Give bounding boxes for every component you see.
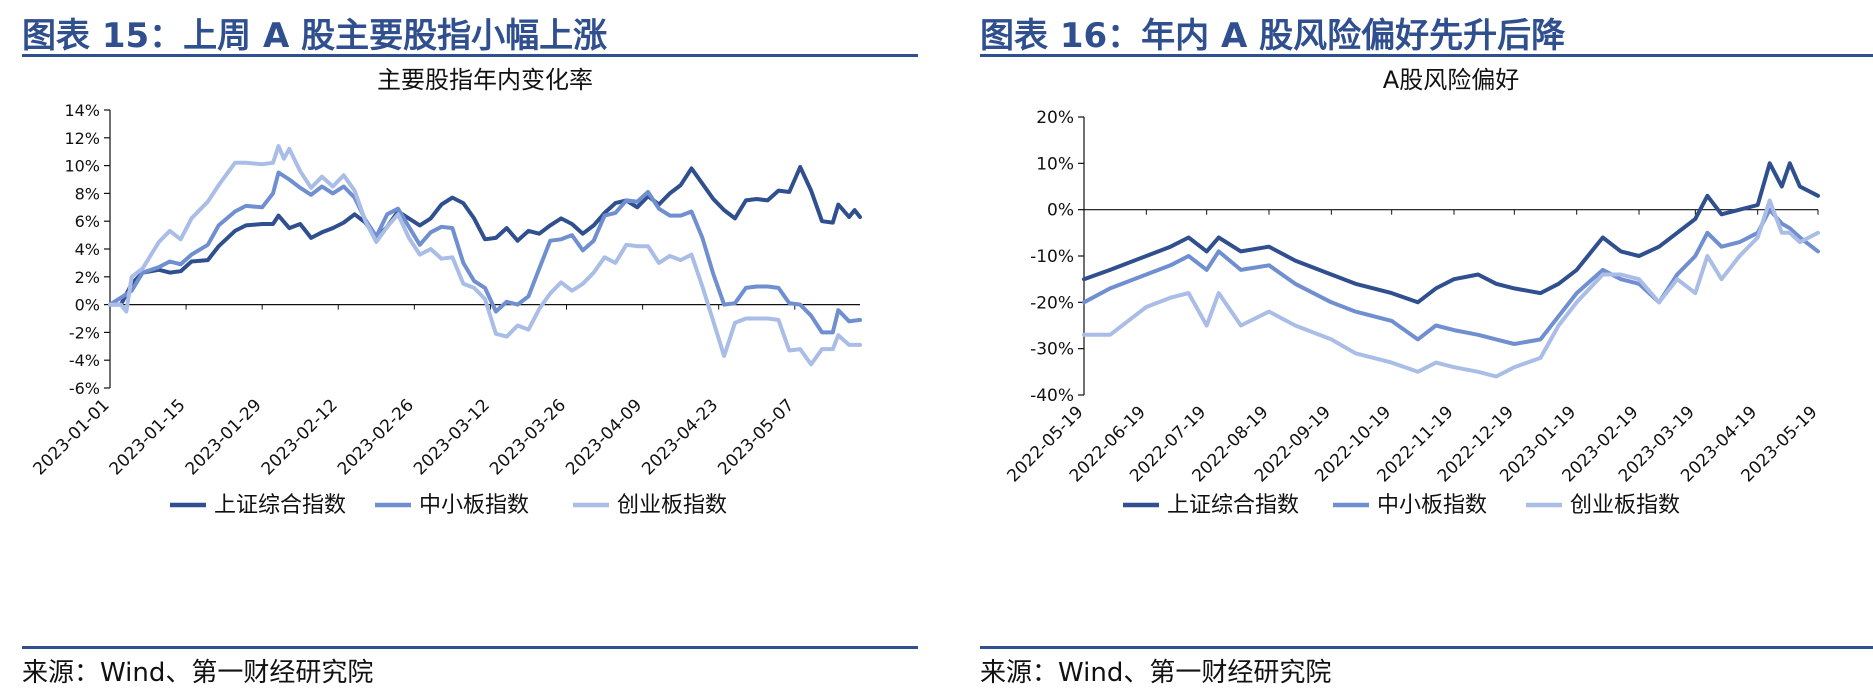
y-tick-label: -20% bbox=[1030, 293, 1074, 313]
y-tick-label: 2% bbox=[75, 268, 100, 287]
left-top-rule bbox=[22, 54, 918, 57]
legend-label: 上证综合指数 bbox=[1167, 493, 1299, 518]
y-tick-label: -4% bbox=[69, 351, 100, 370]
x-tick-label: 2023-04-23 bbox=[638, 395, 722, 479]
right-line-chart: A股风险偏好20%10%0%-10%-20%-30%-40%2022-05-19… bbox=[1004, 66, 1822, 518]
y-tick-label: -40% bbox=[1030, 386, 1074, 406]
right-source-note: 来源：Wind、第一财经研究院 bbox=[980, 658, 1332, 688]
right-figure-panel: 图表 16：年内 A 股风险偏好先升后降 A股风险偏好 20% 10% 0% -10% -… bbox=[958, 0, 1873, 688]
y-tick-label: 6% bbox=[75, 212, 100, 231]
legend-label: 上证综合指数 bbox=[214, 493, 346, 518]
left-line-chart: 主要股指年内变化率14%12%10%8%6%4%2%0%-2%-4%-6%202… bbox=[30, 66, 862, 518]
left-figure-panel: 图表 15：上周 A 股主要股指小幅上涨 主要股指年内变化率 14% 12% 10% 8… bbox=[0, 0, 918, 688]
y-tick-label: 12% bbox=[64, 129, 100, 148]
legend-item-2: 中小板指数 bbox=[375, 493, 529, 518]
y-tick-label: -30% bbox=[1030, 340, 1074, 360]
legend-label: 创业板指数 bbox=[1570, 493, 1680, 518]
right-bottom-rule bbox=[980, 646, 1873, 649]
legend-label: 创业板指数 bbox=[617, 493, 727, 518]
x-tick-label: 2023-02-12 bbox=[258, 395, 342, 479]
y-tick-label: 0% bbox=[75, 296, 100, 315]
left-figure-heading: 图表 15：上周 A 股主要股指小幅上涨 bbox=[22, 16, 608, 56]
y-tick-label: 20% bbox=[1036, 108, 1074, 128]
y-tick-label: 8% bbox=[75, 184, 100, 203]
legend-label: 中小板指数 bbox=[1377, 493, 1487, 518]
x-tick-label: 2023-01-15 bbox=[106, 395, 190, 479]
y-tick-label: -10% bbox=[1030, 247, 1074, 267]
left-source-note: 来源：Wind、第一财经研究院 bbox=[22, 658, 374, 688]
legend-item-3: 创业板指数 bbox=[573, 493, 727, 518]
series-line-3 bbox=[1082, 198, 1820, 379]
series-line-1 bbox=[1082, 161, 1820, 305]
y-tick-label: 4% bbox=[75, 240, 100, 259]
y-tick-label: -6% bbox=[69, 379, 100, 398]
left-bottom-rule bbox=[22, 646, 918, 649]
x-tick-label: 2023-03-12 bbox=[410, 395, 494, 479]
series-line-3 bbox=[108, 144, 862, 367]
legend-item-1: 上证综合指数 bbox=[1123, 493, 1299, 518]
y-tick-label: 10% bbox=[1036, 154, 1074, 174]
legend-item-1: 上证综合指数 bbox=[170, 493, 346, 518]
x-tick-label: 2023-01-01 bbox=[30, 395, 114, 479]
series-line-2 bbox=[1082, 207, 1820, 346]
legend-item-2: 中小板指数 bbox=[1333, 493, 1487, 518]
chart-title: A股风险偏好 bbox=[1383, 66, 1519, 94]
y-tick-label: 10% bbox=[64, 157, 100, 176]
series-line-2 bbox=[108, 170, 862, 335]
y-tick-label: 14% bbox=[64, 101, 100, 120]
right-figure-heading: 图表 16：年内 A 股风险偏好先升后降 bbox=[980, 16, 1566, 56]
right-top-rule bbox=[980, 54, 1873, 57]
legend-label: 中小板指数 bbox=[419, 493, 529, 518]
legend-item-3: 创业板指数 bbox=[1526, 493, 1680, 518]
chart-title: 主要股指年内变化率 bbox=[377, 66, 593, 94]
x-tick-label: 2023-03-26 bbox=[486, 395, 570, 479]
y-tick-label: 0% bbox=[1047, 201, 1074, 221]
x-tick-label: 2023-01-29 bbox=[182, 395, 266, 479]
y-tick-label: -2% bbox=[69, 323, 100, 342]
x-tick-label: 2023-04-09 bbox=[562, 395, 646, 479]
x-tick-label: 2023-05-07 bbox=[714, 395, 798, 479]
x-tick-label: 2023-02-26 bbox=[334, 395, 418, 479]
series-line-1 bbox=[108, 165, 862, 307]
